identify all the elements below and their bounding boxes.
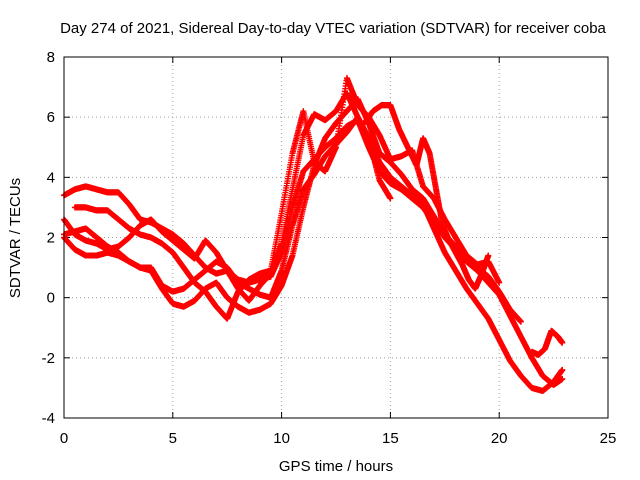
grid [64, 57, 608, 418]
data-marks [61, 75, 566, 394]
series-track-5 [61, 90, 394, 304]
chart-title: Day 274 of 2021, Sidereal Day-to-day VTE… [60, 20, 606, 37]
data-point [559, 366, 566, 373]
data-point [559, 375, 566, 382]
